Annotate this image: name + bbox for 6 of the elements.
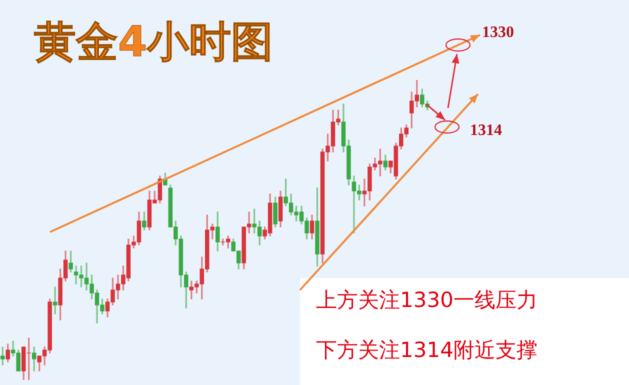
- text: 1330: [482, 24, 514, 42]
- chart-title: 黄金4小时图: [34, 16, 274, 68]
- annotation: 下方关注1314附近支撑: [316, 337, 538, 364]
- text: 1314: [470, 122, 502, 140]
- annotation: 上方关注1330一线压力: [316, 287, 538, 314]
- candlestick: [52, 286, 58, 314]
